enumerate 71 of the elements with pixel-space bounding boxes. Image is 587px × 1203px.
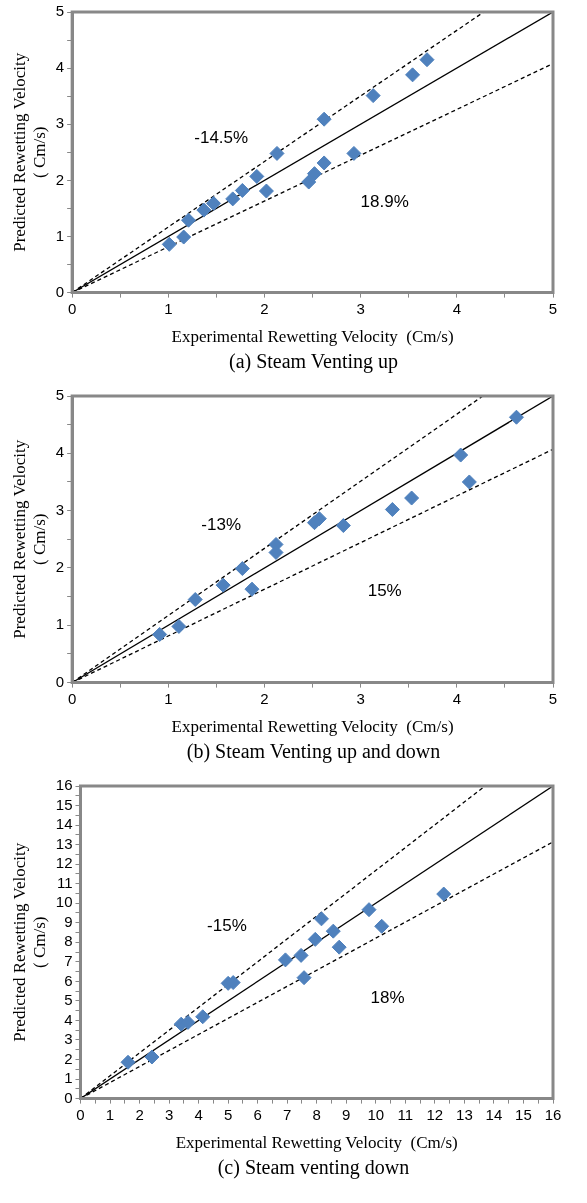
y-axis-title: Predicted Rewetting Velocity ( Cm/s): [9, 842, 50, 1042]
y-tick-label: 5: [55, 2, 65, 20]
annotation: 18.9%: [360, 192, 409, 212]
x-tick-label: 12: [426, 1105, 444, 1123]
y-tick-label: 2: [55, 170, 65, 188]
x-tick-label: 5: [223, 1105, 233, 1123]
y-tick-label: 10: [55, 893, 73, 911]
x-tick-label: 3: [164, 1105, 174, 1123]
y-tick-label: 4: [55, 443, 65, 461]
x-tick-label: 2: [260, 689, 269, 707]
y-tick-label: 9: [64, 912, 73, 930]
y-tick-label: 15: [55, 795, 73, 813]
y-tick-label: 1: [55, 226, 65, 244]
x-tick-label: 13: [456, 1105, 473, 1123]
y-tick-label: 8: [64, 932, 73, 950]
x-tick-label: 3: [356, 299, 365, 317]
x-tick-label: 10: [367, 1105, 385, 1123]
y-tick-label: 2: [64, 1049, 73, 1067]
x-tick-label: 1: [164, 689, 173, 707]
x-tick-label: 1: [164, 299, 173, 317]
x-tick-label: 1: [105, 1105, 115, 1123]
x-tick-label: 3: [356, 689, 365, 707]
y-tick-label: 13: [55, 834, 73, 852]
x-tick-label: 6: [253, 1105, 262, 1123]
text: (a) Steam Venting up: [227, 350, 399, 374]
y-axis-title: Predicted Rewetting Velocity ( Cm/s): [9, 52, 50, 252]
x-tick-label: 11: [397, 1105, 414, 1123]
annotation: -14.5%: [194, 127, 249, 147]
x-tick-label: 0: [76, 1105, 85, 1123]
x-axis-title: Experimental Rewetting Velocity (Cm/s): [171, 327, 454, 347]
y-tick-label: 14: [55, 815, 73, 833]
x-tick-label: 2: [260, 299, 269, 317]
y-tick-label: 3: [64, 1030, 73, 1048]
x-tick-label: 4: [452, 689, 461, 707]
y-tick-label: 1: [64, 1069, 73, 1087]
y-tick-label: 0: [55, 672, 65, 690]
x-tick-label: 5: [548, 689, 558, 707]
y-tick-label: 4: [64, 1010, 73, 1028]
x-tick-label: 7: [283, 1105, 292, 1123]
x-tick-label: 5: [548, 299, 558, 317]
x-tick-label: 9: [342, 1105, 351, 1123]
text: (b) Steam Venting up and down: [185, 740, 442, 764]
x-tick-label: 4: [452, 299, 461, 317]
y-tick-label: 2: [55, 558, 65, 576]
y-tick-label: 5: [55, 386, 65, 404]
annotation: -13%: [201, 514, 242, 534]
y-tick-label: 6: [64, 971, 73, 989]
y-tick-label: 16: [55, 776, 73, 794]
annotation: 15%: [367, 580, 402, 600]
y-tick-label: 3: [55, 500, 65, 518]
x-tick-label: 8: [312, 1105, 321, 1123]
y-tick-label: 11: [56, 873, 73, 891]
x-tick-label: 15: [515, 1105, 532, 1123]
x-axis-title: Experimental Rewetting Velocity (Cm/s): [175, 1133, 458, 1153]
y-tick-label: 1: [55, 615, 65, 633]
y-tick-label: 12: [55, 854, 73, 872]
y-tick-label: 7: [64, 951, 73, 969]
x-axis-title: Experimental Rewetting Velocity (Cm/s): [171, 717, 454, 737]
y-tick-label: 0: [64, 1088, 73, 1106]
x-tick-label: 4: [194, 1105, 203, 1123]
x-tick-label: 2: [135, 1105, 144, 1123]
y-tick-label: 0: [55, 282, 65, 300]
x-tick-label: 16: [544, 1105, 562, 1123]
y-tick-label: 5: [64, 991, 73, 1009]
y-tick-label: 4: [55, 58, 65, 76]
annotation: 18%: [370, 988, 405, 1008]
x-tick-label: 14: [485, 1105, 503, 1123]
y-axis-title: Predicted Rewetting Velocity ( Cm/s): [9, 439, 50, 639]
y-tick-label: 3: [55, 114, 65, 132]
text: (c) Steam venting down: [216, 1156, 411, 1180]
annotation: -15%: [207, 916, 247, 936]
